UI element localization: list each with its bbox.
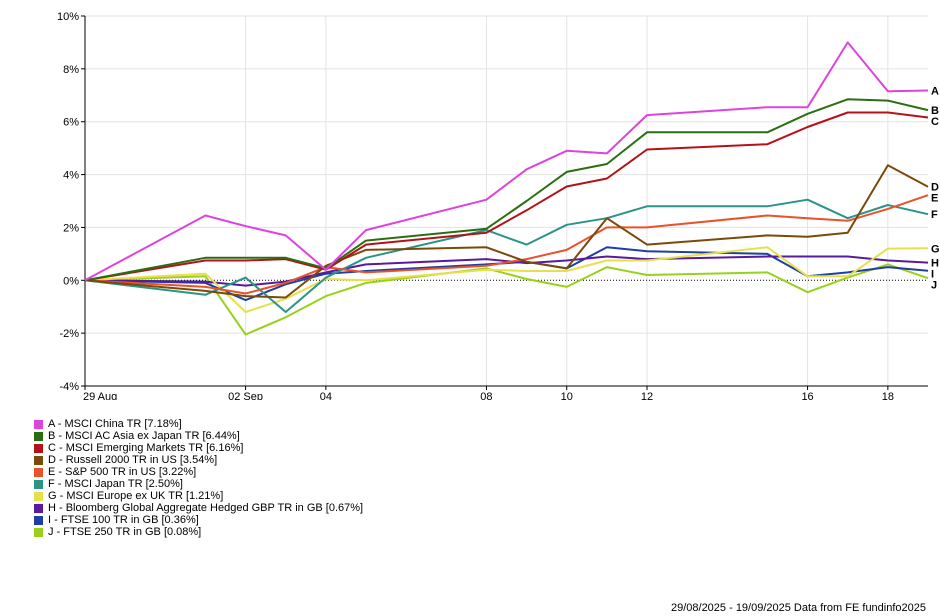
series-line-f (84, 198, 929, 313)
legend-swatch (34, 419, 43, 429)
legend-item-d: D - Russell 2000 TR in US [3.54%] (34, 454, 363, 466)
legend-item-g: G - MSCI Europe ex UK TR [1.21%] (34, 490, 363, 502)
legend-swatch (34, 443, 43, 453)
y-tick-label: 10% (57, 11, 79, 23)
legend-label: I - FTSE 100 TR in GB [0.36%] (48, 514, 199, 526)
legend-label: D - Russell 2000 TR in US [3.54%] (48, 454, 218, 466)
series-end-label-f: F (931, 209, 938, 221)
series-line-j (84, 263, 929, 336)
y-tick-label: 0% (63, 275, 79, 287)
series-end-label-d: D (931, 182, 939, 194)
legend-swatch (34, 479, 43, 489)
legend-item-h: H - Bloomberg Global Aggregate Hedged GB… (34, 502, 363, 514)
legend-item-f: F - MSCI Japan TR [2.50%] (34, 478, 363, 490)
x-tick-label: 16 (801, 391, 813, 400)
legend-label: H - Bloomberg Global Aggregate Hedged GB… (48, 502, 364, 514)
y-tick-label: -4% (59, 381, 79, 393)
series-end-label-j: J (931, 280, 937, 292)
y-tick-label: 2% (63, 222, 79, 234)
series-end-label-i: I (931, 269, 934, 281)
series-end-label-b: B (931, 105, 939, 117)
footer-source: 29/08/2025 - 19/09/2025 Data from FE fun… (670, 602, 926, 614)
legend-swatch (34, 455, 43, 465)
legend-swatch (34, 503, 43, 513)
legend-label: F - MSCI Japan TR [2.50%] (48, 478, 183, 490)
legend-label: J - FTSE 250 TR in GB [0.08%] (48, 526, 202, 538)
series-end-label-a: A (931, 86, 939, 98)
x-tick-label: 10 (561, 391, 573, 400)
series-end-label-h: H (931, 258, 939, 270)
grid (85, 15, 928, 387)
series-line-b (84, 98, 929, 282)
y-tick-label: 6% (63, 117, 79, 129)
series-line-c (84, 111, 929, 282)
legend-swatch (34, 491, 43, 501)
x-tick-label: 04 (320, 391, 332, 400)
legend-item-i: I - FTSE 100 TR in GB [0.36%] (34, 514, 363, 526)
legend-swatch (34, 527, 43, 537)
legend-label: C - MSCI Emerging Markets TR [6.16%] (48, 442, 244, 454)
series-end-label-e: E (931, 193, 938, 205)
series-line-e (84, 194, 929, 295)
series-line-d (84, 164, 929, 299)
series-end-label-c: C (931, 116, 939, 128)
x-tick-label: 08 (480, 391, 492, 400)
x-tick-label: 02 Sep (228, 391, 263, 400)
x-tick-label: 18 (882, 391, 894, 400)
legend-label: E - S&P 500 TR in US [3.22%] (48, 466, 197, 478)
y-tick-label: 8% (63, 64, 79, 76)
series-line-g (84, 246, 929, 313)
legend: A - MSCI China TR [7.18%] B - MSCI AC Asi… (34, 418, 363, 538)
legend-swatch (34, 431, 43, 441)
line-chart: -4% -2% 0% 2% 4% 6% 8% 10% 29 Aug 02 Sep 04 08 10 12 1… (57, 11, 940, 400)
x-tick-label: 12 (641, 391, 653, 400)
legend-item-j: J - FTSE 250 TR in GB [0.08%] (34, 526, 363, 538)
legend-item-b: B - MSCI AC Asia ex Japan TR [6.44%] (34, 430, 363, 442)
series-line-a (84, 41, 929, 282)
legend-item-e: E - S&P 500 TR in US [3.22%] (34, 466, 363, 478)
legend-label: G - MSCI Europe ex UK TR [1.21%] (48, 490, 224, 502)
legend-swatch (34, 515, 43, 525)
legend-swatch (34, 467, 43, 477)
legend-label: B - MSCI AC Asia ex Japan TR [6.44%] (48, 430, 240, 442)
legend-label: A - MSCI China TR [7.18%] (48, 418, 182, 430)
series-end-label-g: G (931, 243, 940, 255)
y-tick-label: 4% (63, 170, 79, 182)
series-lines (84, 41, 929, 336)
y-tick-label: -2% (59, 328, 79, 340)
legend-item-c: C - MSCI Emerging Markets TR [6.16%] (34, 442, 363, 454)
axes: -4% -2% 0% 2% 4% 6% 8% 10% 29 Aug 02 Sep 04 08 10 12 1… (57, 11, 928, 400)
series-line-h (84, 255, 929, 287)
x-tick-label: 29 Aug (83, 391, 117, 400)
legend-item-a: A - MSCI China TR [7.18%] (34, 418, 363, 430)
